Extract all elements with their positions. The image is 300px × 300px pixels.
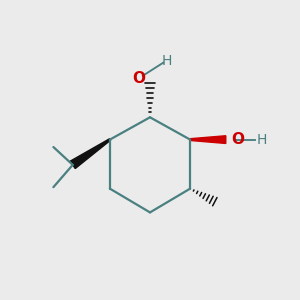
Polygon shape bbox=[190, 136, 226, 143]
Polygon shape bbox=[70, 139, 110, 169]
Text: H: H bbox=[161, 54, 172, 68]
Text: O: O bbox=[132, 70, 145, 86]
Text: O: O bbox=[232, 132, 245, 147]
Text: H: H bbox=[257, 133, 267, 147]
